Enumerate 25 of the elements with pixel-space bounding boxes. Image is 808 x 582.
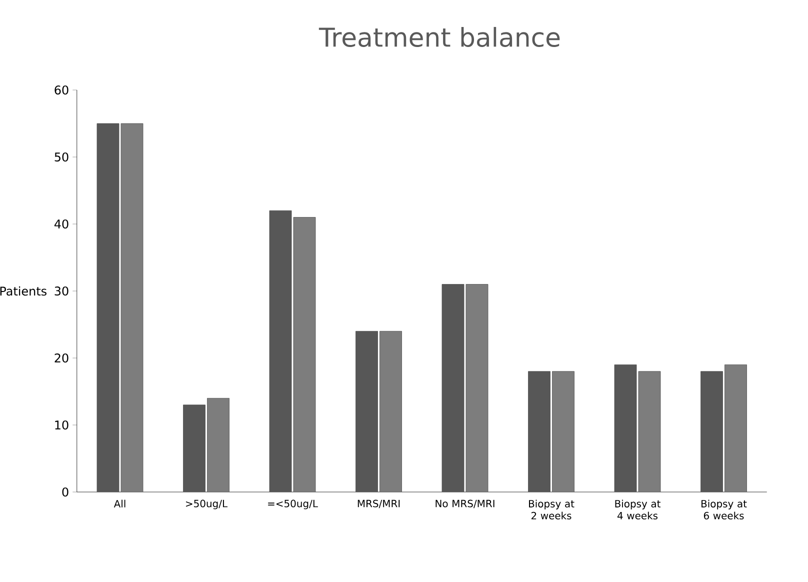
- y-axis-title: Patients: [0, 286, 46, 296]
- bar: [466, 284, 488, 492]
- bar: [638, 371, 661, 492]
- y-tick-label: 40: [54, 219, 68, 229]
- x-tick-label: >50ug/L: [186, 500, 228, 510]
- bar: [293, 217, 316, 492]
- x-tick-label: All: [114, 500, 126, 508]
- x-tick-label: Biopsy at 2 weeks: [529, 500, 574, 520]
- bar: [724, 364, 747, 492]
- y-tick-label: 50: [54, 152, 68, 162]
- x-tick-label: Biopsy at 4 weeks: [615, 500, 660, 520]
- bar: [552, 371, 574, 492]
- chart-title: Treatment balance: [318, 26, 560, 48]
- x-tick-label: MRS/MRI: [358, 500, 400, 508]
- y-tick-label: 30: [54, 286, 68, 296]
- y-tick-label: 10: [55, 420, 68, 430]
- bar: [380, 331, 402, 492]
- bar: [207, 398, 230, 492]
- x-tick-label: =<50ug/L: [268, 500, 318, 510]
- bar: [120, 123, 144, 492]
- y-tick-label: 60: [54, 85, 68, 95]
- y-tick-label: 0: [62, 487, 68, 497]
- x-tick-label: Biopsy at 6 weeks: [702, 500, 747, 520]
- y-tick-label: 20: [54, 353, 68, 363]
- x-tick-label: No MRS/MRI: [436, 500, 494, 508]
